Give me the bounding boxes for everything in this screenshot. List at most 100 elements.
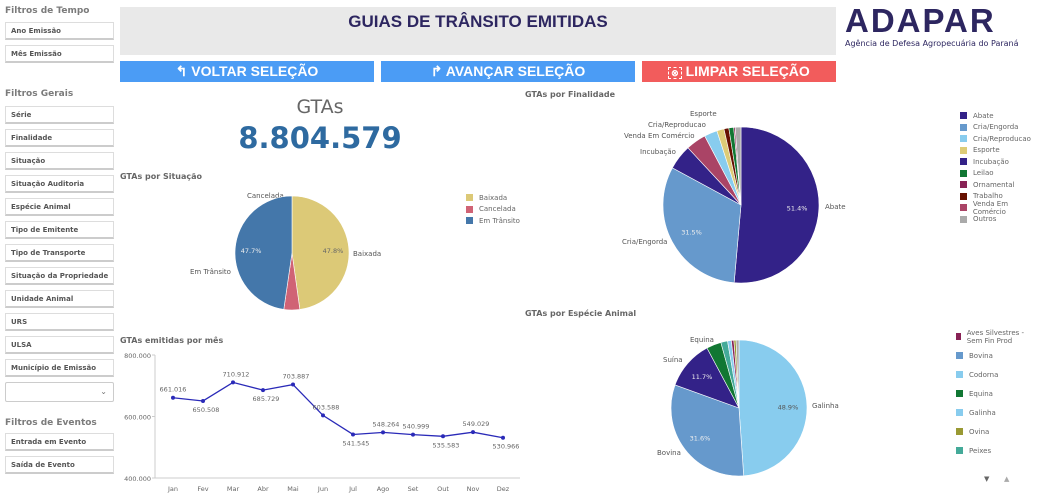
filter-11[interactable]: Município de Emissão <box>5 359 114 377</box>
especie-chart-title: GTAs por Espécie Animal <box>525 309 637 318</box>
data-point-Abr[interactable] <box>261 388 265 393</box>
legend-item[interactable]: Bovina <box>956 346 1038 365</box>
legend-item[interactable]: Codorna <box>956 365 1038 384</box>
forward-label: AVANÇAR SELEÇÃO <box>445 63 586 79</box>
situacao-legend: Baixada Cancelada Em Trânsito <box>466 192 520 227</box>
legend-item[interactable]: Venda Em Comércio <box>960 200 1042 216</box>
filter-2[interactable]: Situação <box>5 152 114 170</box>
legend-scroll-up[interactable]: ▲ <box>1004 475 1010 483</box>
especie-slice-Outros[interactable] <box>735 339 740 409</box>
page-title: GUIAS DE TRÂNSITO EMITIDAS <box>120 7 836 55</box>
finalidade-slice-Cria/Engorda[interactable] <box>662 167 742 284</box>
legend-label: Peixes <box>969 446 992 455</box>
slice-label: Cria/Reproducao <box>648 121 706 129</box>
filter-mes-emissao[interactable]: Mês Emissão <box>5 45 114 63</box>
slice-label: Esporte <box>690 110 717 118</box>
legend-swatch <box>956 333 961 340</box>
data-label: 650.508 <box>193 406 220 414</box>
situacao-slice-Em Trânsito[interactable] <box>234 195 293 310</box>
slice-label: Bovina <box>657 449 681 457</box>
data-point-Ago[interactable] <box>381 430 385 435</box>
legend-item[interactable]: Leilao <box>960 168 1042 180</box>
filter-entrada-evento[interactable]: Entrada em Evento <box>5 433 114 451</box>
filter-5[interactable]: Tipo de Emitente <box>5 221 114 239</box>
redo-arrow-icon: ↱ <box>430 63 446 79</box>
filter-6[interactable]: Tipo de Transporte <box>5 244 114 262</box>
finalidade-legend: Abate Cria/Engorda Cria/Reproducao Esporte I… <box>960 110 1042 225</box>
legend-item[interactable]: Incubação <box>960 156 1042 168</box>
legend-swatch <box>960 123 967 131</box>
filter-8[interactable]: Unidade Animal <box>5 290 114 308</box>
data-point-Mai[interactable] <box>291 382 295 387</box>
data-label: 31.5% <box>681 229 702 237</box>
monthly-line <box>172 381 504 439</box>
legend-item[interactable]: Peixes <box>956 441 1038 460</box>
kpi-label: GTAs <box>296 96 344 118</box>
legend-item[interactable]: Equina <box>956 384 1038 403</box>
finalidade-slice-Outros[interactable] <box>734 126 742 206</box>
filter-7[interactable]: Situação da Propriedade <box>5 267 114 285</box>
events-filters-title: Filtros de Eventos <box>5 418 97 428</box>
legend-swatch <box>956 371 963 378</box>
monthly-chart-title: GTAs emitidas por mês <box>120 336 224 345</box>
data-label: 549.029 <box>463 420 490 428</box>
data-point-Out[interactable] <box>441 434 445 439</box>
legend-item[interactable]: Abate <box>960 110 1042 122</box>
filter-10[interactable]: ULSA <box>5 336 114 354</box>
legend-label: Cancelada <box>479 205 516 214</box>
clear-selection-button[interactable]: ⊗ LIMPAR SELEÇÃO <box>642 61 836 82</box>
data-label: 703.887 <box>283 373 310 381</box>
data-point-Mar[interactable] <box>231 380 235 385</box>
filter-9[interactable]: URS <box>5 313 114 331</box>
filter-0[interactable]: Série <box>5 106 114 124</box>
filter-ano-emissao[interactable]: Ano Emissão <box>5 22 114 40</box>
data-label: 685.729 <box>253 395 280 403</box>
legend-item[interactable]: Em Trânsito <box>466 215 520 227</box>
legend-item[interactable]: Cria/Engorda <box>960 122 1042 134</box>
legend-item[interactable]: Ornamental <box>960 179 1042 191</box>
situacao-slice-Baixada[interactable] <box>291 195 350 310</box>
legend-swatch <box>466 217 473 225</box>
legend-item[interactable]: Ovina <box>956 422 1038 441</box>
legend-item[interactable]: Cancelada <box>466 204 520 216</box>
filter-saida-evento[interactable]: Saída de Evento <box>5 456 114 474</box>
legend-item[interactable]: Cria/Reproducao <box>960 133 1042 145</box>
data-point-Jul[interactable] <box>351 432 355 437</box>
data-label: 661.016 <box>160 386 187 394</box>
finalidade-slice-Abate[interactable] <box>733 126 820 284</box>
data-point-Jan[interactable] <box>171 395 175 400</box>
chevron-down-icon: ⌄ <box>100 387 107 396</box>
legend-item[interactable]: Outros <box>960 214 1042 226</box>
especie-slice-Galinha[interactable] <box>738 339 808 477</box>
x-tick-label: Dez <box>497 485 510 493</box>
especie-slice-Bovina[interactable] <box>670 384 745 477</box>
legend-swatch <box>960 158 967 166</box>
data-label: 11.7% <box>692 373 713 381</box>
legend-item[interactable]: Galinha <box>956 403 1038 422</box>
filter-4[interactable]: Espécie Animal <box>5 198 114 216</box>
back-selection-button[interactable]: ↰ VOLTAR SELEÇÃO <box>120 61 374 82</box>
legend-swatch <box>956 352 963 359</box>
back-label: VOLTAR SELEÇÃO <box>191 63 319 79</box>
legend-swatch <box>960 169 967 177</box>
data-point-Set[interactable] <box>411 432 415 437</box>
filter-3[interactable]: Situação Auditoria <box>5 175 114 193</box>
data-point-Nov[interactable] <box>471 430 475 435</box>
data-label: 603.588 <box>313 403 340 411</box>
legend-item[interactable]: Trabalho <box>960 191 1042 203</box>
forward-selection-button[interactable]: ↱ AVANÇAR SELEÇÃO <box>381 61 635 82</box>
filter-1[interactable]: Finalidade <box>5 129 114 147</box>
data-point-Fev[interactable] <box>201 398 205 403</box>
data-point-Jun[interactable] <box>321 413 325 418</box>
data-label: 541.545 <box>343 439 370 447</box>
slice-label: Cancelada <box>247 192 284 200</box>
data-point-Dez[interactable] <box>501 435 505 440</box>
legend-label: Equina <box>969 389 993 398</box>
filter-dropdown[interactable]: ⌄ <box>5 382 114 402</box>
legend-item[interactable]: Aves Silvestres - Sem Fin Prod <box>956 327 1038 346</box>
legend-item[interactable]: Esporte <box>960 145 1042 157</box>
slice-label: Cria/Engorda <box>622 238 667 246</box>
legend-item[interactable]: Baixada <box>466 192 520 204</box>
legend-scroll-down[interactable]: ▼ <box>984 475 990 483</box>
